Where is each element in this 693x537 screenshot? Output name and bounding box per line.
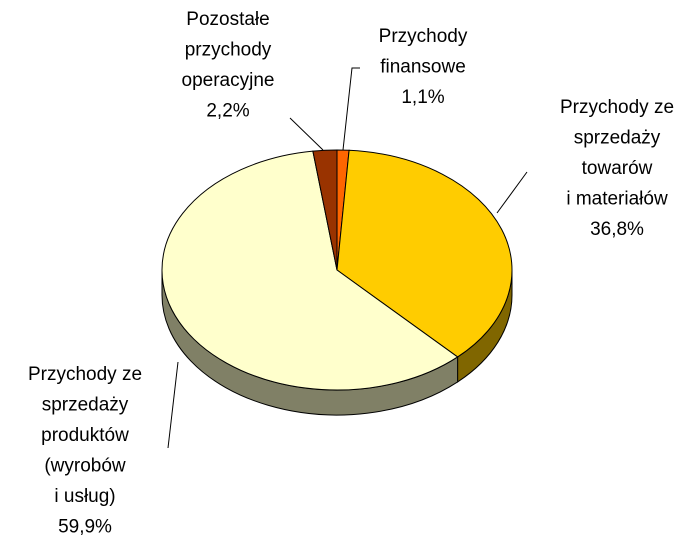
leader-line — [167, 361, 179, 449]
slice-label: i usług) — [54, 486, 115, 507]
value-label: 59,9% — [58, 517, 112, 537]
pie-slice — [336, 149, 513, 358]
slice-label: przychody — [185, 40, 272, 61]
slice-label: towarów — [582, 158, 653, 179]
value-label: 1,1% — [401, 87, 444, 108]
slice-label: i materiałów — [566, 189, 668, 210]
slice-label: Przychody ze — [560, 97, 674, 118]
slice-label: produktów — [41, 425, 129, 446]
slice-label: Pozostałe — [186, 9, 269, 30]
slice-label: sprzedaży — [574, 128, 661, 149]
leader-line — [289, 117, 324, 151]
pie-slice — [161, 150, 459, 391]
leader-line — [496, 171, 528, 214]
slice-label: operacyjne — [182, 70, 275, 91]
value-label: 2,2% — [206, 101, 249, 122]
leader-line — [342, 67, 360, 151]
slice-label: (wyrobów — [44, 456, 126, 477]
slice-label: Przychody ze — [28, 364, 142, 385]
slice-label: finansowe — [380, 57, 466, 78]
value-label: 36,8% — [590, 219, 644, 240]
pie-slice — [312, 149, 338, 271]
slice-label: sprzedaży — [42, 395, 129, 416]
slice-label: Przychody — [379, 26, 468, 47]
